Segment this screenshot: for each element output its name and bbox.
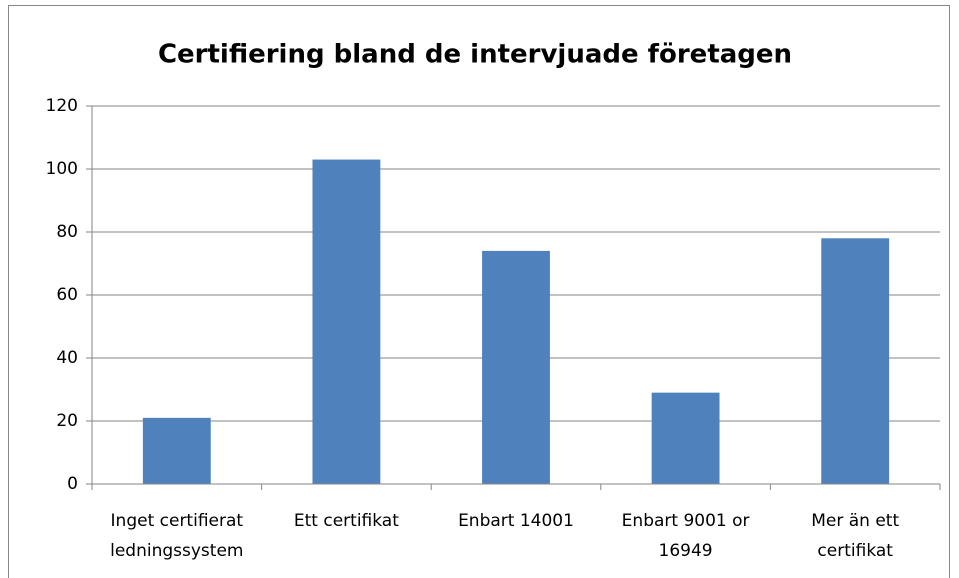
x-tick-label: ledningssystem bbox=[110, 541, 243, 561]
bar bbox=[312, 159, 381, 485]
bar bbox=[142, 417, 211, 484]
x-tick-label: certifikat bbox=[817, 541, 893, 561]
x-tick-label: 16949 bbox=[659, 541, 713, 561]
chart-border bbox=[8, 5, 950, 578]
bar bbox=[482, 250, 550, 484]
x-tick-label: Ett certifikat bbox=[294, 511, 399, 531]
x-tick-label: Mer än ett bbox=[811, 511, 899, 531]
y-tick-label: 80 bbox=[56, 222, 78, 242]
y-tick-label: 40 bbox=[56, 348, 78, 368]
y-tick-label: 20 bbox=[56, 411, 78, 431]
y-tick-label: 60 bbox=[56, 285, 78, 305]
y-tick-label: 0 bbox=[67, 474, 78, 494]
x-tick-label: Inget certifierat bbox=[111, 511, 244, 531]
bar bbox=[821, 238, 890, 484]
x-tick-label: Enbart 14001 bbox=[458, 511, 574, 531]
y-tick-label: 100 bbox=[46, 159, 78, 179]
x-tick-label: Enbart 9001 or bbox=[622, 511, 750, 531]
bar bbox=[651, 392, 720, 484]
chart-title: Certifiering bland de intervjuade företa… bbox=[158, 40, 792, 70]
y-tick-label: 120 bbox=[46, 96, 78, 116]
